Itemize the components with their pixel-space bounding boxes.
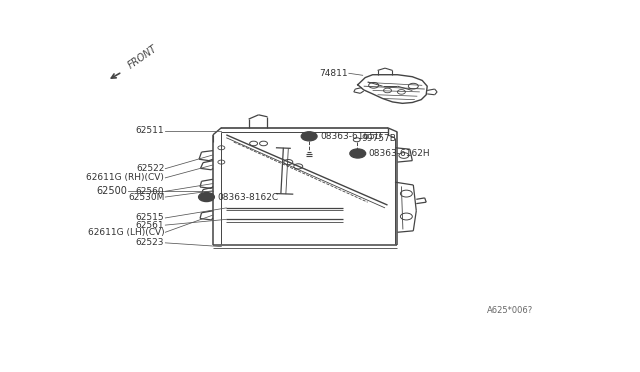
Text: 62611G (RH)(CV): 62611G (RH)(CV) xyxy=(86,173,164,182)
Text: 62530M: 62530M xyxy=(128,193,164,202)
Text: 08363-6162H: 08363-6162H xyxy=(369,149,430,158)
Text: S: S xyxy=(307,133,312,139)
Text: S: S xyxy=(204,194,209,200)
Text: 74811: 74811 xyxy=(319,69,348,78)
Text: 62611G (LH)(CV): 62611G (LH)(CV) xyxy=(88,228,164,237)
Text: FRONT: FRONT xyxy=(126,43,159,70)
Circle shape xyxy=(198,192,214,202)
Text: 62511: 62511 xyxy=(136,126,164,135)
Text: S: S xyxy=(355,151,360,157)
Text: 99757B: 99757B xyxy=(362,134,397,143)
Text: 62523: 62523 xyxy=(136,238,164,247)
Text: 62500: 62500 xyxy=(96,186,127,196)
Text: A625*006?: A625*006? xyxy=(486,306,533,315)
Text: 62522: 62522 xyxy=(136,164,164,173)
Circle shape xyxy=(301,132,317,141)
Text: 62561: 62561 xyxy=(136,221,164,230)
Text: 08363-8162C: 08363-8162C xyxy=(218,193,278,202)
Text: 62560: 62560 xyxy=(136,187,164,196)
Circle shape xyxy=(350,149,365,158)
Text: 08363-6165D: 08363-6165D xyxy=(320,132,382,141)
Text: 62515: 62515 xyxy=(136,214,164,222)
